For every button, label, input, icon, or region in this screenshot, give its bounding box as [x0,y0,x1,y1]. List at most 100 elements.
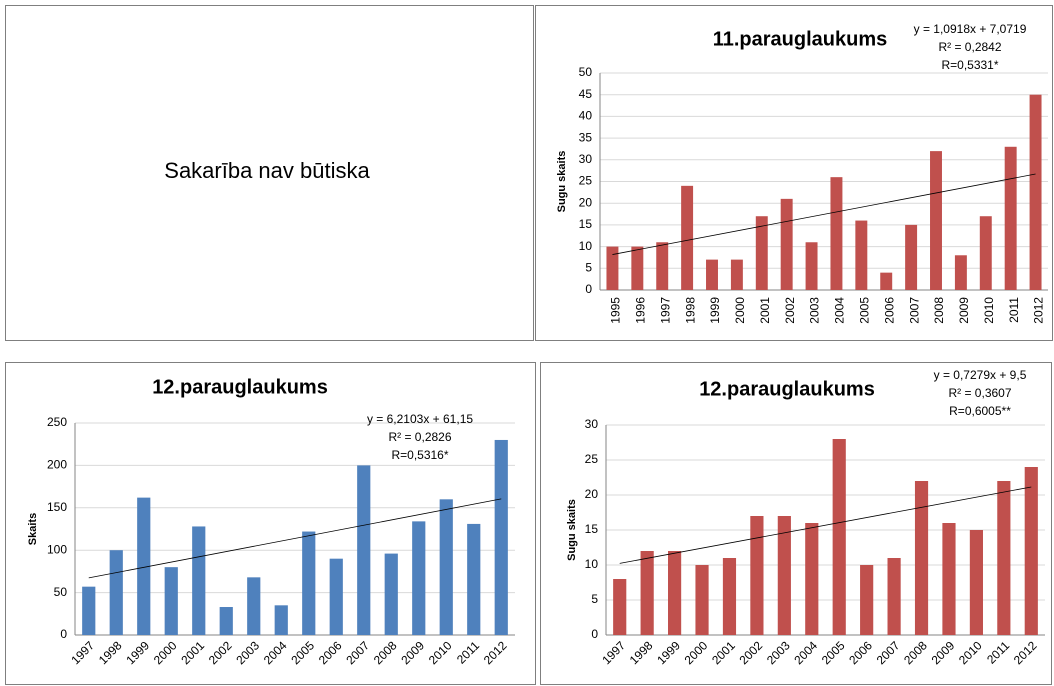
bar [722,558,737,635]
trend-annotation: y = 6,2103x + 61,15 [367,412,473,426]
bar [219,607,233,635]
x-tick-label: 1998 [683,297,697,324]
bar [860,565,874,635]
y-tick-label: 250 [47,415,67,429]
y-tick-label: 20 [585,487,599,501]
x-tick-label: 2008 [932,297,946,324]
bar [1004,146,1017,290]
bar [274,605,288,635]
bar [755,216,768,290]
y-tick-label: 35 [579,130,593,144]
trend-annotation: R² = 0,2842 [938,40,1001,54]
bar [887,558,901,635]
bar [997,481,1011,635]
bar [357,465,371,635]
trend-annotation: y = 0,7279x + 9,5 [934,368,1027,382]
bar [439,499,453,635]
text-panel [5,5,534,341]
bar [750,516,764,635]
bar [930,151,942,290]
bar [730,259,743,290]
x-tick-label: 2011 [1007,297,1021,323]
x-tick-label: 2005 [858,297,872,324]
y-tick-label: 10 [585,557,599,571]
bar [706,259,718,290]
y-tick-label: 100 [47,542,67,556]
bar [613,579,627,635]
chart-title: 12.parauglaukums [699,378,875,400]
y-tick-label: 0 [60,627,67,641]
bar [780,198,793,290]
bar [830,177,843,290]
bar [412,521,426,635]
x-tick-label: 1997 [658,297,672,324]
y-tick-label: 50 [54,585,68,599]
y-tick-label: 0 [585,282,592,296]
y-tick-label: 5 [585,260,592,274]
bar [164,567,178,635]
y-tick-label: 25 [585,452,599,466]
x-tick-label: 2009 [957,297,971,324]
bar [329,558,343,635]
trend-annotation: R=0,5331* [941,58,998,72]
x-tick-label: 2001 [758,297,772,324]
y-axis-label: Sugu skaits [566,499,578,561]
y-tick-label: 40 [579,109,593,123]
bar [695,565,709,635]
y-tick-label: 15 [585,522,599,536]
bar [192,526,206,635]
trendline [612,173,1036,255]
y-tick-label: 15 [579,217,593,231]
bar [247,577,261,635]
bar [384,553,398,635]
bar [656,242,669,290]
trendline [88,498,502,579]
x-tick-label: 2012 [1032,297,1046,324]
x-tick-label: 1999 [708,297,722,324]
trend-annotation: R² = 0,2826 [388,430,451,444]
bar [942,523,956,635]
bar [805,242,818,290]
bar [979,216,992,290]
y-tick-label: 200 [47,458,67,472]
bar [855,220,868,290]
trend-annotation: R=0,5316* [391,448,448,462]
trendline [619,486,1032,564]
chart-title: 11.parauglaukums [713,28,888,50]
bar [668,551,682,635]
x-tick-label: 2004 [833,297,847,324]
y-axis-label: Skaits [27,513,39,545]
y-tick-label: 0 [591,627,598,641]
trend-annotation: R² = 0,3607 [948,386,1011,400]
y-tick-label: 45 [579,87,593,101]
bar [606,246,619,290]
bar [905,224,918,290]
panel-text: Sakarība nav būtiska [164,158,370,183]
x-tick-label: 2000 [733,297,747,324]
chart-title: 12.parauglaukums [152,376,328,398]
bar [681,185,694,290]
bar [805,523,819,635]
y-tick-label: 20 [579,195,593,209]
bar [880,272,893,290]
bar [969,530,983,635]
x-tick-label: 1996 [634,297,648,324]
x-tick-label: 2010 [982,297,996,324]
y-tick-label: 5 [591,592,598,606]
trend-annotation: y = 1,0918x + 7,0719 [914,22,1027,36]
x-tick-label: 2002 [783,297,797,324]
chart-panel [5,362,536,685]
y-tick-label: 30 [585,417,599,431]
x-tick-label: 2007 [907,297,921,324]
bar [954,255,967,290]
bar [777,516,791,635]
x-tick-label: 2003 [808,297,822,324]
bar [631,246,644,290]
x-tick-label: 1995 [609,297,623,324]
bar [914,481,929,635]
y-axis-label: Sugu skaits [556,151,568,213]
x-tick-label: 2006 [882,297,896,324]
y-tick-label: 50 [579,65,593,79]
bar [1024,467,1038,635]
bar [109,550,123,635]
